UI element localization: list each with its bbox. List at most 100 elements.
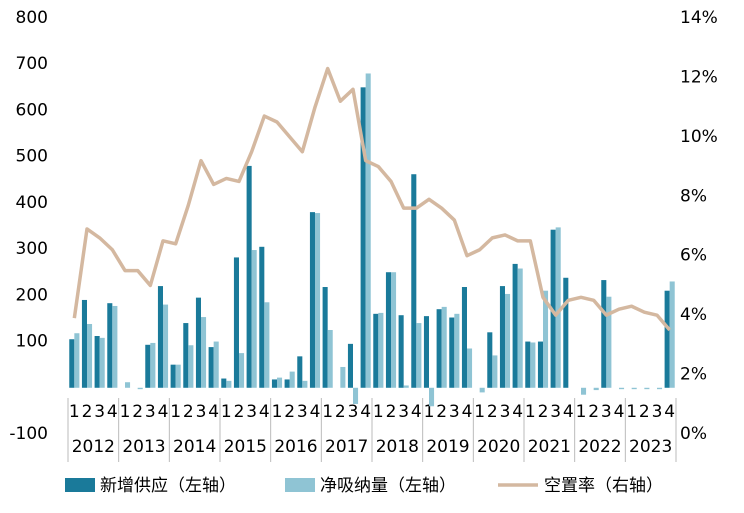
x-tick-label: 1 [474,402,485,422]
bar [99,337,105,388]
year-label: 2015 [224,437,267,457]
bar [94,336,100,388]
bar [221,378,227,388]
bar [449,317,455,388]
x-tick-label: 3 [297,402,308,422]
x-tick-label: 4 [259,402,270,422]
bar [429,387,435,407]
y-tick-label: 200 [16,285,48,305]
x-tick-label: 2 [487,402,498,422]
y2-tick-label: 2% [680,365,707,385]
x-tick-label: 2 [132,402,143,422]
bar [246,165,252,388]
bar [239,353,245,388]
bar [322,287,328,388]
bar [69,339,75,388]
x-tick-label: 1 [424,402,435,422]
x-tick-label: 2 [639,402,650,422]
bar [302,380,308,388]
bar [563,277,569,388]
bar [657,387,663,390]
bar [411,174,417,388]
bar [277,377,283,388]
bar [264,302,270,388]
year-label: 2016 [274,437,317,457]
x-tick-label: 1 [373,402,384,422]
bar [537,341,543,388]
x-tick-label: 3 [500,402,511,422]
bar [74,333,80,388]
x-tick-label: 2 [284,402,295,422]
legend-label: 净吸纳量（左轴） [320,476,456,496]
x-tick-label: 1 [322,402,333,422]
x-tick-label: 4 [107,402,118,422]
bar [208,347,214,388]
bar [454,313,460,388]
year-label: 2014 [173,437,216,457]
bar [487,332,493,388]
x-tick-label: 4 [664,402,675,422]
bar [601,280,607,388]
bar [378,312,384,388]
bar [416,323,422,388]
bar [195,297,201,388]
bar [499,286,505,388]
bar [525,341,531,388]
bar [309,212,315,388]
x-tick-label: 2 [82,402,93,422]
x-tick-label: 2 [234,402,245,422]
bar [530,342,536,388]
x-tick-label: 1 [626,402,637,422]
bar [81,299,87,388]
bar [360,87,366,388]
bar [461,287,467,388]
bar [555,227,561,388]
bar [391,272,397,388]
y-tick-label: 500 [16,147,48,167]
bar [315,213,321,388]
x-tick-label: 3 [449,402,460,422]
bar [289,371,295,388]
y2-tick-label: 12% [680,67,718,87]
bar [188,345,194,388]
x-tick-label: 4 [512,402,523,422]
x-tick-label: 3 [652,402,663,422]
y-tick-label: 600 [16,100,48,120]
legend-label: 新增供应（左轴） [100,476,236,496]
x-tick-label: 3 [145,402,156,422]
legend-label: 空置率（右轴） [544,476,663,496]
y-tick-label: 400 [16,193,48,213]
x-tick-label: 4 [462,402,473,422]
legend-swatch [65,478,95,492]
bar [436,309,442,388]
bar [619,387,625,390]
x-tick-label: 1 [576,402,587,422]
bar [365,73,371,388]
x-tick-label: 2 [588,402,599,422]
x-tick-label: 4 [411,402,422,422]
x-tick-label: 1 [272,402,283,422]
bar [87,323,93,388]
bar [423,316,429,388]
bar [398,315,404,388]
x-tick-label: 4 [208,402,219,422]
x-tick-label: 1 [69,402,80,422]
y2-tick-label: 8% [680,186,707,206]
bar [512,263,518,388]
y2-tick-label: 0% [680,424,707,444]
x-tick-label: 3 [196,402,207,422]
y-tick-label: 700 [16,54,48,74]
y2-tick-label: 10% [680,127,718,147]
x-tick-label: 2 [538,402,549,422]
bar [201,317,207,388]
bar [271,379,277,388]
y-tick-label: 300 [16,239,48,259]
bar [157,286,163,388]
x-tick-label: 4 [158,402,169,422]
bar [297,356,303,388]
bar [183,323,189,388]
bar [137,387,143,390]
x-tick-label: 4 [360,402,371,422]
bar [664,290,670,388]
